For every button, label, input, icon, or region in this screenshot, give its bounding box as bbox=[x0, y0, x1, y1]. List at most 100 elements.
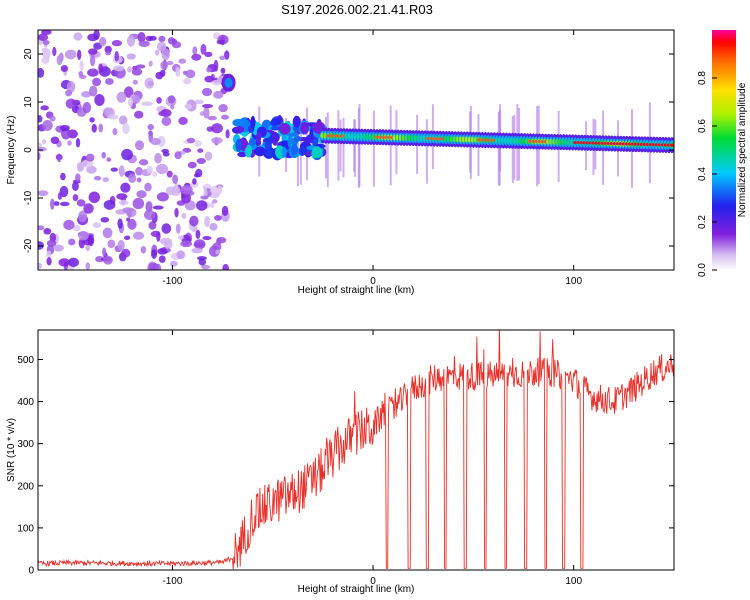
spectrogram-noise-blob bbox=[103, 255, 113, 265]
snr-xtick-label: 0 bbox=[370, 576, 376, 587]
snr-xtick-label: 100 bbox=[565, 576, 582, 587]
spectrogram-streak bbox=[358, 103, 361, 187]
spectrogram-noise-blob bbox=[117, 218, 123, 229]
spectrogram-noise-blob bbox=[160, 60, 169, 70]
spectrogram-streak bbox=[511, 116, 514, 183]
spectrogram-noise-blob bbox=[213, 90, 224, 99]
spectrogram-noise-blob bbox=[131, 68, 143, 76]
spectrogram-noise-blob bbox=[140, 245, 147, 254]
spectrogram-streak bbox=[337, 110, 340, 181]
spectrogram-xtick-label: 0 bbox=[370, 276, 376, 287]
spectrogram-noise-blob bbox=[93, 30, 100, 40]
spectrogram-noise-blob bbox=[87, 68, 99, 77]
spectrogram-noise-blob bbox=[171, 41, 182, 49]
spectrogram-noise-blob bbox=[122, 123, 130, 135]
spectrogram-noise-blob bbox=[157, 135, 166, 148]
spectrogram-noise-blob bbox=[98, 63, 103, 73]
spectrogram-noise-blob bbox=[65, 89, 73, 97]
spectrogram-noise-blob bbox=[81, 91, 92, 98]
spectrogram-noise-blob bbox=[148, 60, 153, 67]
spectrogram-noise-blob bbox=[206, 67, 212, 73]
spectrogram-noise-blob bbox=[166, 170, 173, 178]
spectrogram-noise-blob bbox=[126, 35, 136, 47]
spectrogram-noise-blob bbox=[193, 173, 200, 178]
spectrogram-onset-blob bbox=[298, 145, 306, 157]
spectrogram-noise-blob bbox=[38, 33, 49, 41]
spectrogram-noise-blob bbox=[182, 70, 188, 75]
spectrogram-noise-blob bbox=[196, 200, 208, 211]
spectrogram-noise-blob bbox=[161, 116, 172, 126]
snr-frame bbox=[37, 329, 675, 571]
spectrogram-noise-blob bbox=[65, 98, 77, 109]
spectrogram-onset-blob bbox=[300, 121, 309, 135]
spectrogram-noise-blob bbox=[38, 142, 43, 148]
spectrogram-tone-core bbox=[669, 143, 674, 147]
spectrogram-onset-blob bbox=[287, 132, 299, 137]
spectrogram-noise-blob bbox=[118, 115, 128, 125]
spectrogram-noise-blob bbox=[217, 185, 223, 195]
spectrogram-onset-blob bbox=[254, 146, 266, 157]
spectrogram-noise-blob bbox=[214, 215, 222, 221]
spectrogram-noise-blob bbox=[91, 123, 97, 133]
spectrogram-noise-blob bbox=[143, 209, 156, 221]
spectrogram-noise-blob bbox=[59, 201, 70, 207]
spectrogram-noise-blob bbox=[178, 58, 187, 64]
spectrogram-noise-blob bbox=[137, 31, 146, 43]
spectrogram-streak bbox=[372, 110, 375, 187]
spectrogram-noise-blob bbox=[52, 46, 57, 57]
spectrogram-noise-blob bbox=[120, 182, 131, 193]
spectrogram-noise-blob bbox=[148, 35, 157, 41]
spectrogram-noise-blob bbox=[221, 205, 229, 216]
spectrogram-onset-blob bbox=[270, 126, 281, 131]
spectrogram-ylabel: Frequency (Hz) bbox=[6, 116, 17, 185]
spectrogram-noise-blob bbox=[202, 236, 212, 241]
spectrogram-noise-blob bbox=[100, 216, 110, 223]
spectrogram-noise-blob bbox=[41, 56, 50, 64]
spectrogram-noise-blob bbox=[46, 250, 52, 258]
colorbar-tick-label: 0.4 bbox=[697, 167, 708, 181]
spectrogram-noise-blob bbox=[124, 235, 131, 241]
spectrogram-xlabel: Height of straight line (km) bbox=[298, 285, 415, 296]
spectrogram-onset-blob bbox=[237, 151, 247, 158]
spectrogram-noise-blob bbox=[203, 186, 208, 199]
spectrogram-noise-blob bbox=[40, 105, 49, 111]
spectrogram-noise-blob bbox=[132, 79, 138, 85]
spectrogram-noise-blob bbox=[156, 163, 169, 175]
spectrogram-noise-blob bbox=[126, 217, 131, 222]
spectrogram-noise-blob bbox=[67, 140, 72, 146]
spectrogram-noise-blob bbox=[78, 230, 89, 241]
spectrogram-noise-blob bbox=[126, 53, 136, 60]
spectrogram-noise-blob bbox=[158, 111, 168, 117]
spectrogram-noise-blob bbox=[57, 153, 62, 163]
spectrogram-noise-blob bbox=[38, 225, 45, 231]
spectrogram-noise-blob bbox=[89, 85, 98, 97]
spectrogram-noise-blob bbox=[72, 194, 79, 202]
spectrogram-onset-blob bbox=[293, 135, 302, 142]
spectrogram-noise-blob bbox=[138, 40, 150, 47]
spectrogram-noise-blob bbox=[85, 153, 95, 162]
spectrogram-noise-blob bbox=[185, 69, 196, 79]
spectrogram-noise-blob bbox=[63, 219, 75, 230]
spectrogram-noise-blob bbox=[144, 182, 152, 192]
snr-ytick-label: 500 bbox=[17, 355, 34, 366]
spectrogram-ytick-label: -10 bbox=[23, 190, 34, 205]
spectrogram-streak bbox=[342, 117, 345, 178]
spectrogram-noise-blob bbox=[164, 240, 173, 249]
spectrogram-noise-blob bbox=[38, 241, 45, 250]
spectrogram-noise-blob bbox=[112, 128, 118, 136]
spectrogram-ytick-label: 20 bbox=[23, 48, 34, 60]
spectrogram-noise-blob bbox=[82, 102, 92, 114]
spectrogram-noise-blob bbox=[102, 227, 113, 239]
spectrogram-noise-blob bbox=[167, 95, 176, 104]
snr-ytick-label: 100 bbox=[17, 523, 34, 534]
spectrogram-noise-blob bbox=[42, 139, 47, 145]
spectrogram-noise-blob bbox=[165, 186, 176, 196]
spectrogram-noise-blob bbox=[59, 185, 69, 198]
spectrogram-noise-blob bbox=[147, 81, 154, 87]
spectrogram-noise-blob bbox=[175, 66, 181, 77]
spectrogram-noise-blob bbox=[211, 137, 223, 144]
spectrogram-noise-blob bbox=[68, 238, 76, 246]
spectrogram-noise-blob bbox=[169, 260, 178, 267]
spectrogram-noise-blob bbox=[38, 146, 47, 152]
spectrogram-noise-blob bbox=[43, 227, 52, 235]
